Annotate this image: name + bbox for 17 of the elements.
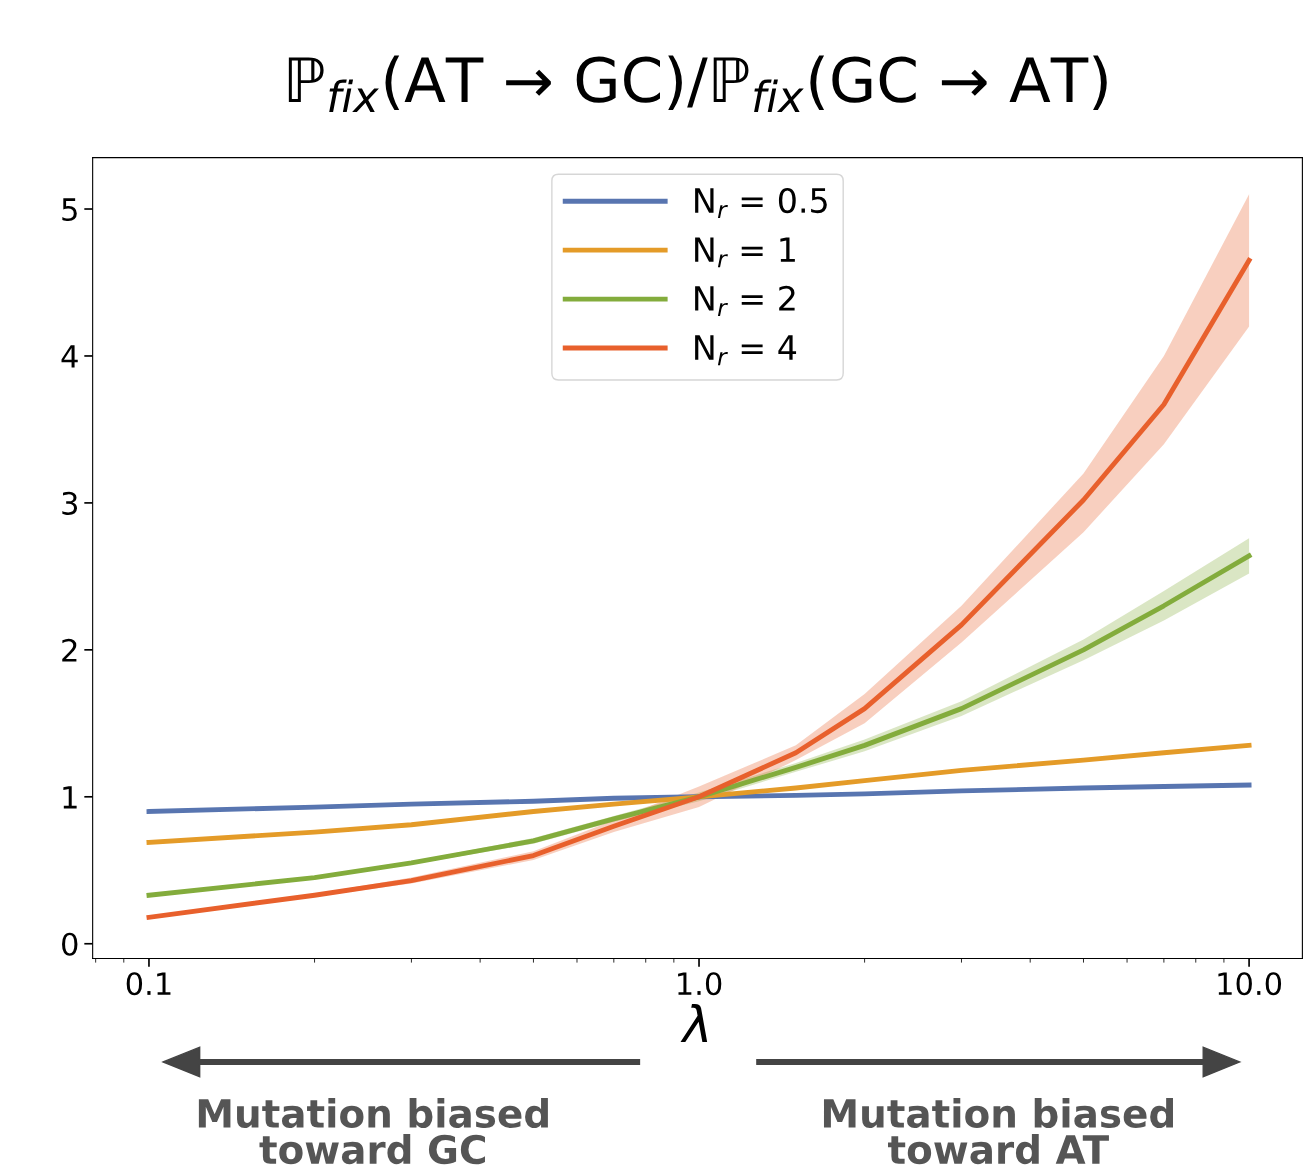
x-tick-label: 10.0 [1218, 972, 1282, 996]
text: Mutation biased toward AT [823, 1097, 1173, 1165]
chart-title: ℙ$_{fix}$(AT → GC)/ℙ$_{fix}$(GC → AT) [288, 55, 1107, 112]
legend-label: N$_{r}$ = 1 [695, 237, 795, 268]
legend-label: N$_{r}$ = 4 [695, 335, 797, 366]
legend-label: N$_{r}$ = 0.5 [695, 187, 827, 219]
x-tick-label: 0.1 [126, 972, 171, 996]
y-tick-label: 2 [62, 638, 77, 662]
y-tick-label: 1 [63, 786, 77, 809]
y-tick-label: 4 [61, 345, 78, 368]
y-tick-label: 5 [62, 198, 77, 222]
x-tick-label: 1.0 [678, 972, 722, 996]
y-tick-label: 3 [62, 491, 78, 515]
legend-label: N$_{r}$ = 2 [695, 285, 795, 316]
text: Mutation biased toward GC [198, 1097, 548, 1165]
x-axis-title: λ [680, 1003, 708, 1042]
y-tick-label: 0 [62, 932, 78, 956]
